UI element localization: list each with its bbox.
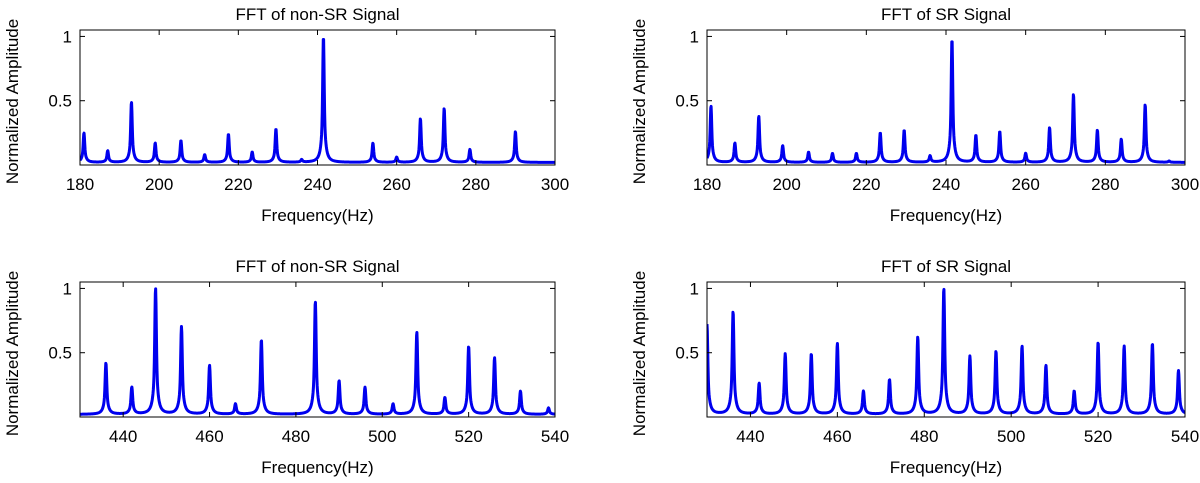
x-tick-label: 260 bbox=[382, 175, 410, 194]
x-tick-label: 280 bbox=[462, 175, 490, 194]
x-tick-label: 220 bbox=[224, 175, 252, 194]
chart-panel-1: FFT of non-SR Signal Frequency(Hz) Normali… bbox=[3, 5, 569, 225]
plot-frame bbox=[79, 29, 556, 166]
y-tick-label: 0.5 bbox=[675, 344, 699, 363]
plot-frame bbox=[706, 29, 1186, 166]
x-tick-label: 240 bbox=[303, 175, 331, 194]
x-tick-label: 480 bbox=[910, 427, 938, 446]
x-tick-label: 200 bbox=[145, 175, 173, 194]
x-tick-label: 220 bbox=[852, 175, 880, 194]
x-tick-label: 260 bbox=[1011, 175, 1039, 194]
chart-panel-4: FFT of SR Signal Frequency(Hz) Normalized … bbox=[630, 257, 1199, 477]
y-tick-label: 0.5 bbox=[675, 92, 699, 111]
x-tick-label: 440 bbox=[736, 427, 764, 446]
x-tick-label: 540 bbox=[541, 427, 569, 446]
x-tick-label: 440 bbox=[109, 427, 137, 446]
y-axis-label: Normalized Amplitude bbox=[3, 271, 22, 436]
x-tick-label: 540 bbox=[1171, 427, 1199, 446]
x-tick-label: 240 bbox=[932, 175, 960, 194]
chart-title: FFT of non-SR Signal bbox=[235, 257, 399, 276]
x-tick-label: 520 bbox=[454, 427, 482, 446]
x-tick-label: 280 bbox=[1091, 175, 1119, 194]
y-tick-label: 1 bbox=[690, 27, 699, 46]
y-axis-label: Normalized Amplitude bbox=[630, 19, 649, 184]
x-axis-label: Frequency(Hz) bbox=[261, 458, 373, 477]
x-tick-label: 460 bbox=[195, 427, 223, 446]
y-tick-label: 1 bbox=[63, 27, 72, 46]
x-axis-label: Frequency(Hz) bbox=[261, 206, 373, 225]
spectrum-line bbox=[80, 37, 555, 164]
spectrum-line bbox=[80, 287, 555, 416]
spectrum-line bbox=[707, 287, 1185, 416]
x-tick-label: 300 bbox=[541, 175, 569, 194]
chart-title: FFT of SR Signal bbox=[881, 5, 1011, 24]
x-tick-label: 520 bbox=[1084, 427, 1112, 446]
x-axis-label: Frequency(Hz) bbox=[890, 206, 1002, 225]
y-axis-label: Normalized Amplitude bbox=[3, 19, 22, 184]
chart-panel-2: FFT of SR Signal Frequency(Hz) Normalized … bbox=[630, 5, 1199, 225]
y-tick-label: 1 bbox=[690, 279, 699, 298]
plot-frame bbox=[706, 281, 1186, 418]
x-tick-label: 180 bbox=[693, 175, 721, 194]
x-tick-label: 500 bbox=[368, 427, 396, 446]
y-tick-label: 0.5 bbox=[48, 344, 72, 363]
x-tick-label: 480 bbox=[282, 427, 310, 446]
y-tick-label: 1 bbox=[63, 279, 72, 298]
chart-panel-3: FFT of non-SR Signal Frequency(Hz) Normali… bbox=[3, 257, 569, 477]
y-axis-label: Normalized Amplitude bbox=[630, 271, 649, 436]
y-tick-label: 0.5 bbox=[48, 92, 72, 111]
x-tick-label: 180 bbox=[66, 175, 94, 194]
plot-frame bbox=[79, 281, 556, 418]
x-tick-label: 200 bbox=[772, 175, 800, 194]
x-tick-label: 300 bbox=[1171, 175, 1199, 194]
x-axis-label: Frequency(Hz) bbox=[890, 458, 1002, 477]
x-tick-label: 460 bbox=[823, 427, 851, 446]
spectrum-line bbox=[707, 40, 1185, 164]
chart-title: FFT of non-SR Signal bbox=[235, 5, 399, 24]
chart-title: FFT of SR Signal bbox=[881, 257, 1011, 276]
x-tick-label: 500 bbox=[997, 427, 1025, 446]
